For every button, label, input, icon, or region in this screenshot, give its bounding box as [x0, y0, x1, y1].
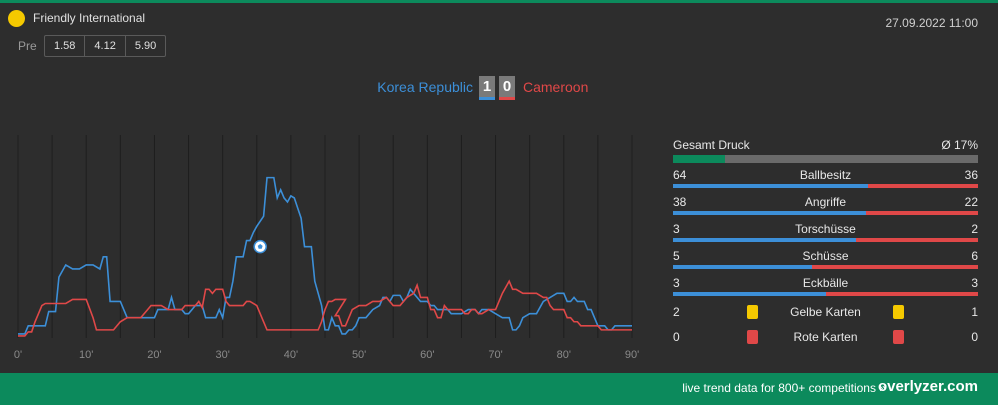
x-tick-label: 40': [284, 349, 298, 360]
stat-home-value: 3: [673, 276, 680, 290]
stat-bar-away: [825, 292, 978, 296]
stat-away-value: 22: [964, 195, 978, 209]
x-tick-label: 50': [352, 349, 366, 360]
red-card-icon: [893, 330, 904, 344]
pre-odds-label: Pre: [18, 39, 37, 53]
stat-home-value: 64: [673, 168, 687, 182]
stat-bar: [673, 211, 978, 215]
league-icon: [8, 10, 25, 27]
stat-name: Torschüsse: [795, 222, 856, 236]
card-name: Gelbe Karten: [790, 305, 861, 319]
x-tick-label: 60': [420, 349, 434, 360]
x-tick-label: 30': [215, 349, 229, 360]
stat-bar-home: [673, 265, 812, 269]
stat-bar-away: [868, 184, 978, 188]
stat-home-value: 3: [673, 222, 680, 236]
x-tick-label: 10': [79, 349, 93, 360]
card-row: 2 Gelbe Karten 1: [673, 305, 978, 321]
stat-name: Angriffe: [804, 195, 847, 209]
pressure-trend-chart: 0' 10' 20' 30' 40' 50' 60' 70' 80' 90': [14, 135, 639, 360]
yellow-card-icon: [747, 305, 758, 319]
stat-bar-home: [673, 238, 856, 242]
stat-row: 5 Schüsse 6: [673, 249, 978, 269]
x-tick-label: 70': [488, 349, 502, 360]
card-home-value: 0: [673, 330, 680, 344]
stat-row: 38 Angriffe 22: [673, 195, 978, 215]
stat-home-value: 5: [673, 249, 680, 263]
stat-name: Schüsse: [802, 249, 849, 263]
home-team-name[interactable]: Korea Republic: [377, 79, 473, 95]
league-name[interactable]: Friendly International: [33, 11, 146, 25]
card-name: Rote Karten: [793, 330, 858, 344]
stat-bar-home: [673, 184, 869, 188]
stat-bar-away: [866, 211, 978, 215]
top-accent-bar: [0, 0, 998, 3]
x-tick-label: 20': [147, 349, 161, 360]
odds-away[interactable]: 5.90: [134, 40, 157, 52]
card-away-value: 1: [971, 305, 978, 319]
stat-bar: [673, 292, 978, 296]
stat-row: 64 Ballbesitz 36: [673, 168, 978, 188]
home-series-line: [18, 176, 632, 335]
stat-bar-home: [673, 211, 867, 215]
druck-header: Gesamt Druck Ø 17%: [673, 138, 978, 152]
footer-bar: live trend data for 800+ competitions » …: [0, 373, 998, 405]
stat-name: Eckbälle: [802, 276, 849, 290]
x-tick-label: 80': [557, 349, 571, 360]
red-card-icon: [747, 330, 758, 344]
stat-bar-away: [811, 265, 978, 269]
card-home-value: 2: [673, 305, 680, 319]
away-series-line: [18, 279, 632, 337]
stat-bar-away: [856, 238, 978, 242]
brand-logo[interactable]: overlyzer.com: [877, 378, 978, 395]
stat-away-value: 3: [971, 276, 978, 290]
druck-bar: [673, 155, 978, 163]
odds-draw[interactable]: 4.12: [85, 36, 126, 56]
x-tick-label: 90': [625, 349, 639, 360]
x-tick-label: 0': [14, 349, 22, 360]
stats-panel: Gesamt Druck Ø 17% 64 Ballbesitz 36 38 Angri…: [673, 138, 978, 344]
stat-row: 3 Eckbälle 3: [673, 276, 978, 296]
odds-home[interactable]: 1.58: [45, 36, 86, 56]
druck-label: Gesamt Druck: [673, 138, 750, 152]
druck-value: Ø 17%: [941, 138, 978, 152]
stat-away-value: 36: [964, 168, 978, 182]
stat-home-value: 38: [673, 195, 687, 209]
match-datetime: 27.09.2022 11:00: [885, 16, 978, 30]
soccer-ball-icon: [253, 239, 267, 254]
stat-bar: [673, 265, 978, 269]
stat-row: 3 Torschüsse 2: [673, 222, 978, 242]
away-team-name[interactable]: Cameroon: [523, 79, 589, 95]
stat-bar: [673, 238, 978, 242]
footer-promo[interactable]: live trend data for 800+ competitions »: [682, 381, 886, 395]
stat-away-value: 6: [971, 249, 978, 263]
home-score: 1: [479, 76, 495, 100]
yellow-card-icon: [893, 305, 904, 319]
stat-away-value: 2: [971, 222, 978, 236]
druck-bar-fill: [673, 155, 725, 163]
card-row: 0 Rote Karten 0: [673, 330, 978, 346]
stat-name: Ballbesitz: [799, 168, 852, 182]
card-away-value: 0: [971, 330, 978, 344]
away-score: 0: [499, 76, 515, 100]
pre-odds: 1.58 4.12 5.90: [44, 35, 167, 57]
stat-bar-home: [673, 292, 826, 296]
stat-bar: [673, 184, 978, 188]
